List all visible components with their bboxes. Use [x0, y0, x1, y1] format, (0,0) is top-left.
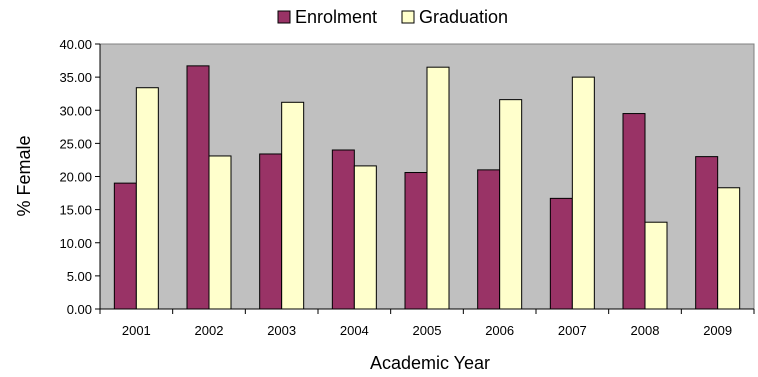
x-tick-label: 2005 — [413, 323, 442, 338]
y-tick-label: 25.00 — [59, 136, 92, 151]
y-tick-label: 5.00 — [67, 269, 92, 284]
legend-swatch-enrolment — [277, 10, 291, 24]
x-tick-label: 2007 — [558, 323, 587, 338]
bar-graduation-2005 — [426, 66, 450, 310]
bar-graduation-2001 — [135, 87, 159, 310]
legend-label-graduation: Graduation — [419, 7, 508, 27]
y-tick-label: 20.00 — [59, 170, 92, 185]
x-axis-title: Academic Year — [370, 353, 490, 373]
bar-graduation-2003 — [281, 101, 305, 310]
bar-enrolment-2006 — [477, 169, 501, 310]
bar-graduation-2009 — [717, 187, 741, 310]
y-tick-label: 30.00 — [59, 103, 92, 118]
legend-swatch-graduation — [401, 10, 415, 24]
y-tick-label: 0.00 — [67, 302, 92, 317]
x-tick-label: 2004 — [340, 323, 369, 338]
bar-enrolment-2004 — [331, 149, 355, 310]
bar-enrolment-2009 — [695, 156, 719, 310]
bar-enrolment-2001 — [113, 182, 137, 310]
bar-graduation-2006 — [499, 99, 523, 310]
x-tick-label: 2002 — [195, 323, 224, 338]
bars-group — [113, 65, 741, 310]
x-tick-label: 2003 — [267, 323, 296, 338]
bar-enrolment-2003 — [259, 153, 283, 310]
y-tick-label: 40.00 — [59, 37, 92, 52]
bar-graduation-2008 — [644, 221, 668, 310]
x-tick-label: 2009 — [703, 323, 732, 338]
legend-label-enrolment: Enrolment — [295, 7, 377, 27]
bar-enrolment-2005 — [404, 172, 428, 310]
y-axis-title: % Female — [14, 135, 34, 216]
y-tick-label: 15.00 — [59, 203, 92, 218]
bar-graduation-2002 — [208, 155, 232, 310]
bar-enrolment-2008 — [622, 113, 646, 310]
bar-graduation-2004 — [353, 165, 377, 310]
bar-graduation-2007 — [571, 76, 595, 310]
legend: Enrolment Graduation — [277, 7, 508, 27]
x-tick-label: 2008 — [631, 323, 660, 338]
y-axis: 0.00 5.00 10.00 15.00 20.00 25.00 30.00 35.00 40… — [59, 37, 101, 317]
y-tick-label: 35.00 — [59, 70, 92, 85]
x-tick-label: 2001 — [122, 323, 151, 338]
bar-enrolment-2007 — [549, 197, 573, 310]
y-tick-label: 10.00 — [59, 236, 92, 251]
bar-enrolment-2002 — [186, 65, 210, 310]
x-tick-label: 2006 — [485, 323, 514, 338]
x-axis: 2001 2002 2003 2004 2005 2006 2007 2008 2009 — [99, 308, 755, 338]
